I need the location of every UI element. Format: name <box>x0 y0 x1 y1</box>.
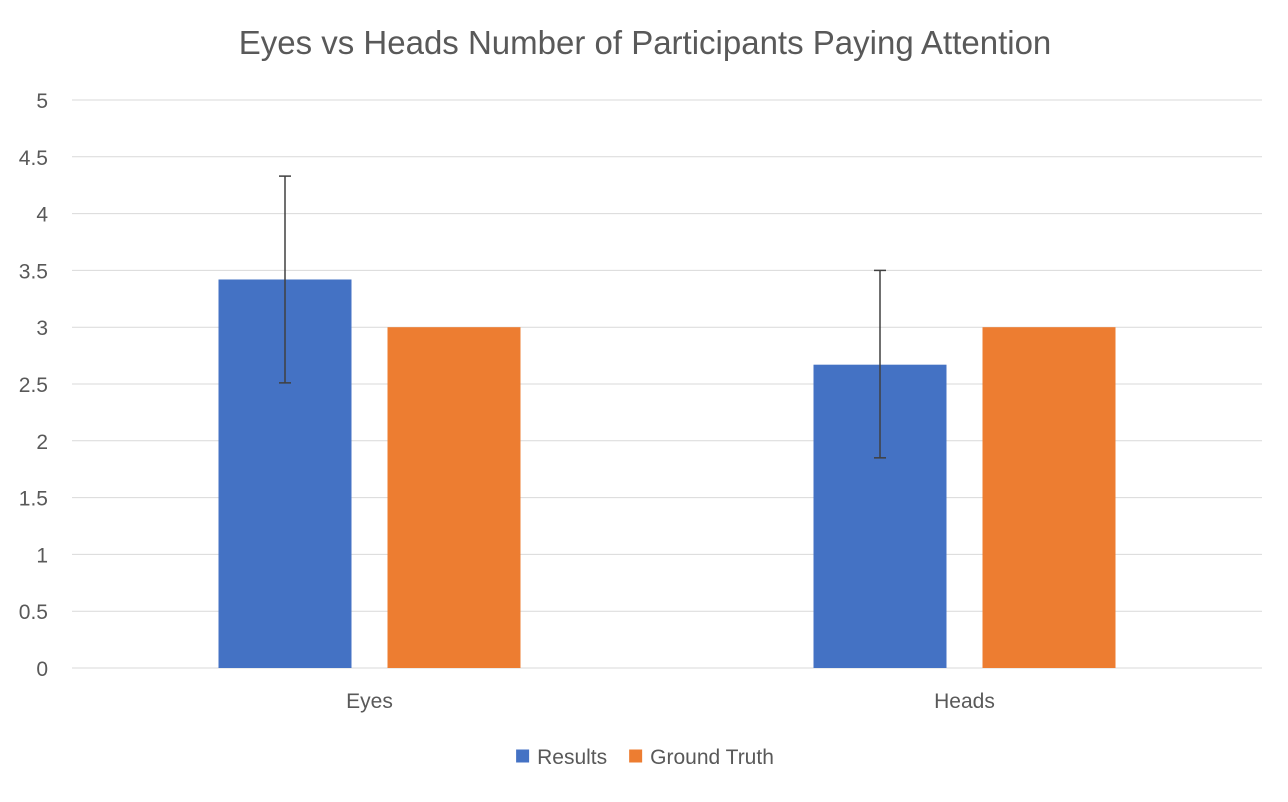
y-tick-label: 1.5 <box>19 488 48 511</box>
legend-swatch <box>516 749 530 763</box>
y-tick-label: 4.5 <box>19 147 48 170</box>
legend-label: Results <box>537 746 607 769</box>
error-bars <box>279 175 886 459</box>
y-tick-label: 5 <box>36 90 48 113</box>
y-axis-tick-labels: 0 0.5 1 1.5 2 2.5 3 3.5 4 4.5 5 <box>19 90 49 681</box>
bars <box>218 279 1116 668</box>
legend-label: Ground Truth <box>650 746 774 769</box>
legend: Results Ground Truth <box>516 746 774 769</box>
y-tick-label: 2.5 <box>19 374 48 397</box>
x-category-label: Eyes <box>346 690 393 713</box>
y-tick-label: 3.5 <box>19 260 48 283</box>
y-tick-label: 2 <box>36 431 48 454</box>
bar-ground-truth-heads <box>982 327 1116 668</box>
y-tick-label: 0.5 <box>19 601 48 624</box>
y-tick-label: 1 <box>36 544 48 567</box>
y-tick-label: 4 <box>36 204 48 227</box>
y-tick-label: 3 <box>36 317 48 340</box>
x-axis-category-labels: Eyes Heads <box>346 690 995 713</box>
chart-title: Eyes vs Heads Number of Participants Pay… <box>239 24 1052 61</box>
bar-ground-truth-eyes <box>387 327 521 668</box>
x-category-label: Heads <box>934 690 995 713</box>
y-tick-label: 0 <box>36 658 48 681</box>
legend-swatch <box>629 749 643 763</box>
